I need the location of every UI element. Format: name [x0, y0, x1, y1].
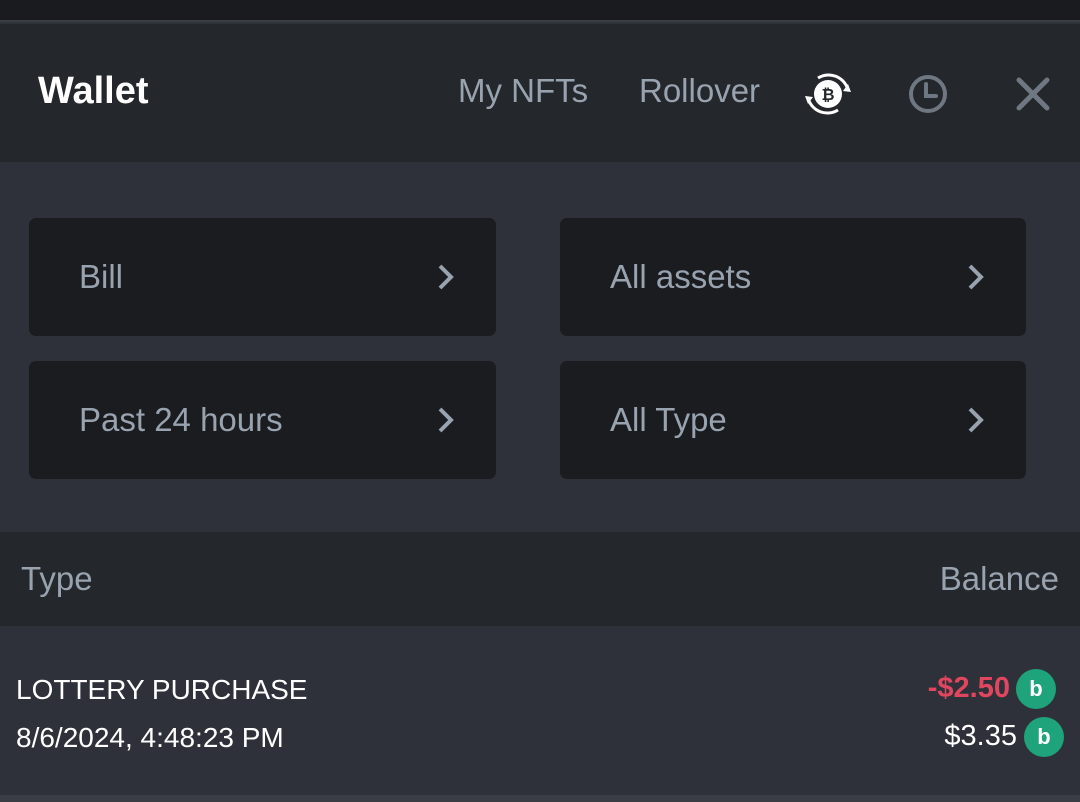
- history-clock-icon[interactable]: [907, 73, 949, 115]
- chevron-right-icon: [968, 264, 984, 290]
- transaction-amount: -$2.50: [927, 672, 1010, 704]
- filter-panel: Bill All assets Past 24 hours All Type: [0, 162, 1080, 532]
- divider: [0, 795, 1080, 802]
- bc-coin-icon: b: [1024, 717, 1064, 757]
- column-balance: Balance: [939, 560, 1059, 597]
- time-filter-button[interactable]: Past 24 hours: [29, 361, 496, 479]
- tab-rollover[interactable]: Rollover: [639, 72, 761, 109]
- column-type: Type: [21, 560, 93, 597]
- top-bar: [0, 0, 1080, 22]
- time-filter-label: Past 24 hours: [79, 401, 283, 438]
- transaction-datetime: 8/6/2024, 4:48:23 PM: [16, 722, 284, 753]
- type-filter-button[interactable]: All Type: [560, 361, 1026, 479]
- bill-filter-label: Bill: [79, 258, 124, 295]
- asset-filter-label: All assets: [610, 258, 752, 295]
- transaction-balance: $3.35: [944, 720, 1017, 752]
- asset-filter-button[interactable]: All assets: [560, 218, 1026, 336]
- table-row[interactable]: LOTTERY PURCHASE 8/6/2024, 4:48:23 PM -$…: [0, 626, 1080, 796]
- page-title: Wallet: [38, 70, 149, 112]
- close-icon[interactable]: [1015, 76, 1051, 112]
- chevron-right-icon: [968, 407, 984, 433]
- transaction-type: LOTTERY PURCHASE: [16, 674, 308, 705]
- bitcoin-swap-icon[interactable]: ₿: [804, 70, 852, 118]
- wallet-header: Wallet My NFTs Rollover ₿: [0, 24, 1080, 162]
- bill-filter-button[interactable]: Bill: [29, 218, 496, 336]
- table-header: Type Balance: [0, 532, 1080, 626]
- bc-coin-icon: b: [1016, 669, 1056, 709]
- chevron-right-icon: [438, 407, 454, 433]
- svg-text:₿: ₿: [821, 86, 834, 104]
- chevron-right-icon: [438, 264, 454, 290]
- type-filter-label: All Type: [610, 401, 727, 438]
- tab-my-nfts[interactable]: My NFTs: [458, 72, 589, 109]
